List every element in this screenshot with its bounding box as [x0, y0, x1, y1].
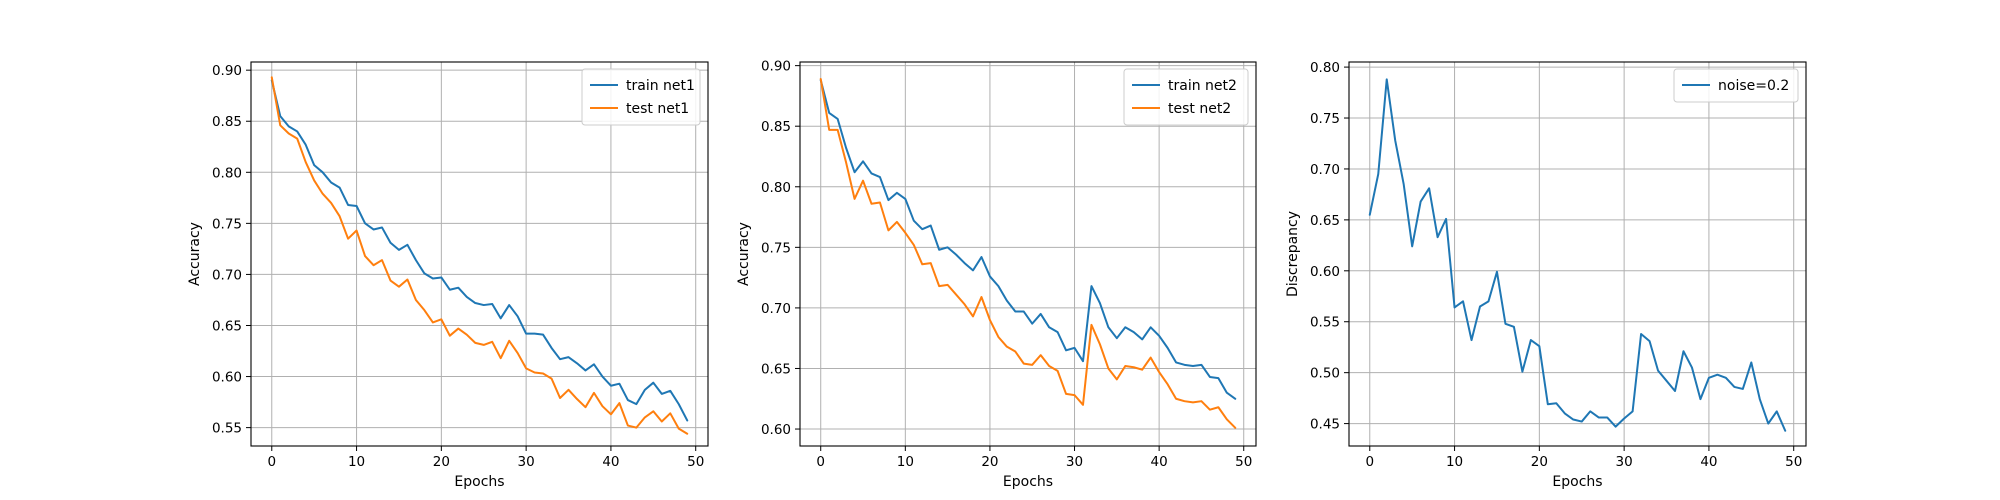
- axes-frame: [1348, 61, 1807, 447]
- legend-entry-label: test net2: [1168, 101, 1231, 117]
- x-axis-label: Epochs: [454, 474, 504, 490]
- legend-entry-label: train net1: [626, 78, 695, 94]
- y-tick-label: 0.80: [761, 180, 791, 196]
- x-tick-label: 50: [1785, 454, 1802, 470]
- y-tick-label: 0.70: [212, 267, 242, 283]
- y-tick-label: 0.55: [1310, 315, 1340, 331]
- x-tick-label: 10: [897, 454, 914, 470]
- x-tick-label: 30: [1616, 454, 1633, 470]
- y-tick-label: 0.55: [212, 421, 242, 437]
- x-axis-label: Epochs: [1003, 474, 1053, 490]
- x-tick-label: 20: [981, 454, 998, 470]
- y-tick-label: 0.65: [212, 318, 242, 334]
- series-line-noise-0-2: [1368, 78, 1787, 432]
- y-tick-label: 0.70: [761, 301, 791, 317]
- x-tick-label: 20: [1531, 454, 1548, 470]
- y-axis-label: Discrepancy: [1285, 211, 1301, 297]
- series-line-train-net2: [819, 79, 1237, 400]
- y-tick-label: 0.90: [212, 63, 242, 79]
- legend-box: [1673, 68, 1799, 103]
- x-tick-label: 0: [816, 454, 825, 470]
- legend-box: [581, 68, 701, 126]
- series-line-test-net2: [819, 77, 1237, 429]
- chart-panel-1: 0 10 20 30 40 50 0.55 0.60 0.65 0.70 0.75 0.80 0.85 0…: [187, 61, 709, 490]
- y-tick-label: 0.60: [1310, 264, 1340, 280]
- y-tick-label: 0.45: [1310, 417, 1340, 433]
- x-tick-label: 0: [267, 454, 276, 470]
- y-tick-label: 0.80: [212, 165, 242, 181]
- x-tick-label: 30: [1066, 454, 1083, 470]
- legend: train net2 test net2: [1123, 68, 1249, 126]
- axes-frame: [250, 61, 709, 447]
- chart-panel-3: 0 10 20 30 40 50 0.45 0.50 0.55 0.60 0.65 0.70 0.75 0…: [1285, 60, 1807, 490]
- series-line-train-net1: [270, 79, 689, 422]
- y-tick-label: 0.75: [761, 240, 791, 256]
- legend: train net1 test net1: [581, 68, 701, 126]
- axes-frame: [799, 61, 1257, 447]
- legend-entry-label: test net1: [626, 101, 689, 117]
- y-tick-label: 0.75: [212, 216, 242, 232]
- series-line-test-net1: [270, 76, 689, 435]
- x-tick-label: 50: [687, 454, 704, 470]
- x-tick-label: 30: [518, 454, 535, 470]
- legend: noise=0.2: [1673, 68, 1799, 103]
- x-tick-label: 0: [1365, 454, 1374, 470]
- y-axis-label: Accuracy: [736, 222, 752, 286]
- chart-panel-2: 0 10 20 30 40 50 0.60 0.65 0.70 0.75 0.80 0.85 0.90 E…: [736, 59, 1257, 490]
- y-tick-label: 0.65: [761, 361, 791, 377]
- legend-box: [1123, 68, 1249, 126]
- y-axis-label: Accuracy: [187, 222, 203, 286]
- legend-entry-label: noise=0.2: [1718, 78, 1789, 94]
- legend-entry-label: train net2: [1168, 78, 1237, 94]
- y-tick-label: 0.75: [1310, 111, 1340, 127]
- y-tick-label: 0.85: [212, 114, 242, 130]
- y-tick-label: 0.80: [1310, 60, 1340, 76]
- y-tick-label: 0.60: [761, 422, 791, 438]
- x-tick-label: 40: [602, 454, 619, 470]
- x-tick-label: 40: [1151, 454, 1168, 470]
- x-tick-label: 40: [1700, 454, 1717, 470]
- y-tick-label: 0.50: [1310, 366, 1340, 382]
- x-axis-label: Epochs: [1552, 474, 1602, 490]
- y-tick-label: 0.60: [212, 370, 242, 386]
- x-tick-label: 20: [433, 454, 450, 470]
- x-tick-label: 50: [1235, 454, 1252, 470]
- x-tick-label: 10: [1446, 454, 1463, 470]
- y-tick-label: 0.85: [761, 119, 791, 135]
- x-tick-label: 10: [348, 454, 365, 470]
- y-tick-label: 0.65: [1310, 213, 1340, 229]
- y-tick-label: 0.90: [761, 59, 791, 75]
- y-tick-label: 0.70: [1310, 162, 1340, 178]
